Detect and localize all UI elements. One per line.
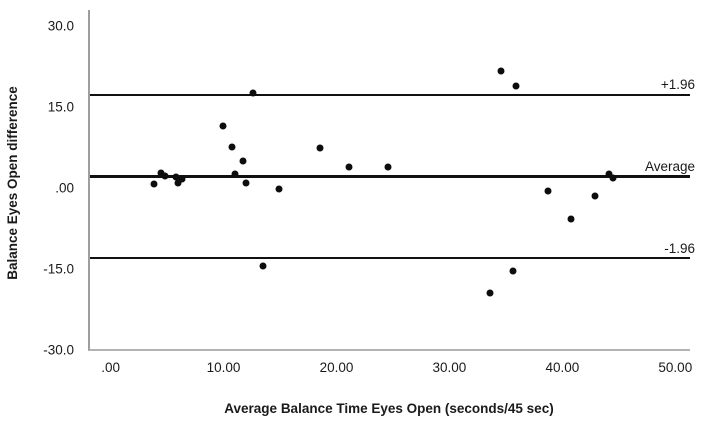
data-point [161, 172, 169, 180]
data-point [544, 187, 552, 195]
data-point [172, 173, 180, 181]
data-point [219, 122, 227, 130]
data-point [239, 157, 247, 165]
data-point [157, 169, 165, 177]
data-point [242, 179, 250, 187]
x-axis-title: Average Balance Time Eyes Open (seconds/… [224, 401, 554, 416]
y-tick-label: 30.0 [47, 18, 74, 34]
x-tick-label: 20.00 [319, 360, 354, 375]
x-tick-label: 10.00 [206, 360, 241, 375]
x-axis-tick-labels: .00 10.00 20.00 30.00 40.00 50.00 [88, 360, 693, 380]
x-tick-label: 50.00 [658, 360, 693, 375]
data-point [384, 163, 392, 171]
y-tick-label: .00 [55, 180, 74, 196]
x-tick-label: .00 [101, 360, 120, 375]
data-point [591, 192, 599, 200]
x-tick-label: 40.00 [545, 360, 580, 375]
data-point [249, 89, 257, 97]
data-point [567, 215, 575, 223]
data-point [486, 289, 494, 297]
data-point [228, 143, 236, 151]
data-point [174, 179, 182, 187]
data-point [231, 170, 239, 178]
x-tick-label: 30.00 [432, 360, 467, 375]
data-point [509, 267, 517, 275]
data-point [345, 163, 353, 171]
data-point [178, 175, 186, 183]
data-point [275, 185, 283, 193]
data-point [259, 262, 267, 270]
data-point [497, 67, 505, 75]
data-point [605, 170, 613, 178]
plot-area [88, 10, 690, 351]
y-axis-tick-labels: 30.0 15.0 .00 -15.0 -30.0 [0, 10, 80, 358]
data-point [150, 180, 158, 188]
y-tick-label: -30.0 [43, 342, 74, 358]
reference-line [90, 257, 690, 260]
y-tick-label: -15.0 [43, 261, 74, 277]
data-point [609, 174, 617, 182]
data-point [512, 82, 520, 90]
y-tick-label: 15.0 [47, 99, 74, 115]
reference-line [90, 175, 690, 179]
data-point [316, 144, 324, 152]
reference-line [90, 94, 690, 97]
